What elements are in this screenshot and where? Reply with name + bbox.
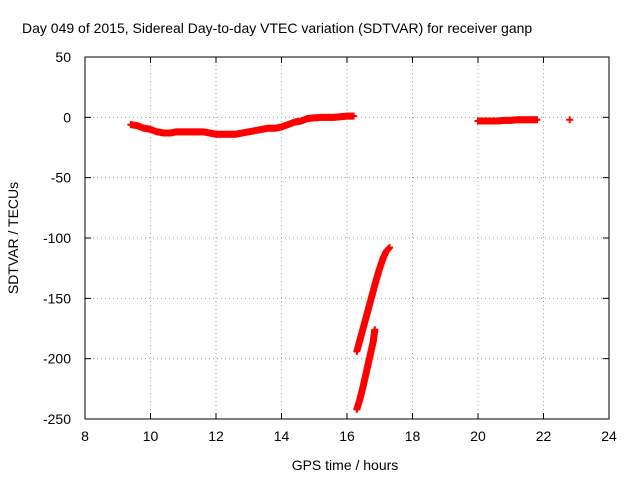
x-tick-label: 8	[81, 428, 89, 444]
x-tick-label: 14	[274, 428, 290, 444]
y-tick-label: 0	[63, 109, 71, 125]
x-tick-label: 12	[208, 428, 224, 444]
y-axis-label: SDTVAR / TECUs	[5, 182, 21, 294]
x-tick-label: 24	[601, 428, 617, 444]
y-tick-label: -50	[51, 170, 71, 186]
x-axis-label: GPS time / hours	[292, 457, 399, 473]
y-tick-label: 50	[55, 49, 71, 65]
chart-title: Day 049 of 2015, Sidereal Day-to-day VTE…	[22, 20, 532, 36]
data-point-late-arc	[533, 116, 541, 124]
y-tick-label: -150	[43, 290, 71, 306]
data-point-lower-descent	[371, 326, 379, 334]
x-tick-label: 10	[143, 428, 159, 444]
data-layer	[127, 112, 574, 413]
x-tick-label: 18	[405, 428, 421, 444]
tick-layer: 8 10 12 14 16 18 20 22 24 50 0 -50 -100 -150 -200 -250	[43, 49, 617, 444]
y-tick-label: -100	[43, 230, 71, 246]
x-tick-label: 16	[339, 428, 355, 444]
x-tick-label: 22	[536, 428, 552, 444]
y-tick-label: -250	[43, 411, 71, 427]
data-point-isolated-point	[566, 116, 574, 124]
data-point-main-arc	[350, 112, 358, 120]
grid-layer	[85, 57, 609, 419]
y-tick-label: -200	[43, 351, 71, 367]
data-point-upper-descent	[386, 244, 394, 252]
x-tick-label: 20	[470, 428, 486, 444]
